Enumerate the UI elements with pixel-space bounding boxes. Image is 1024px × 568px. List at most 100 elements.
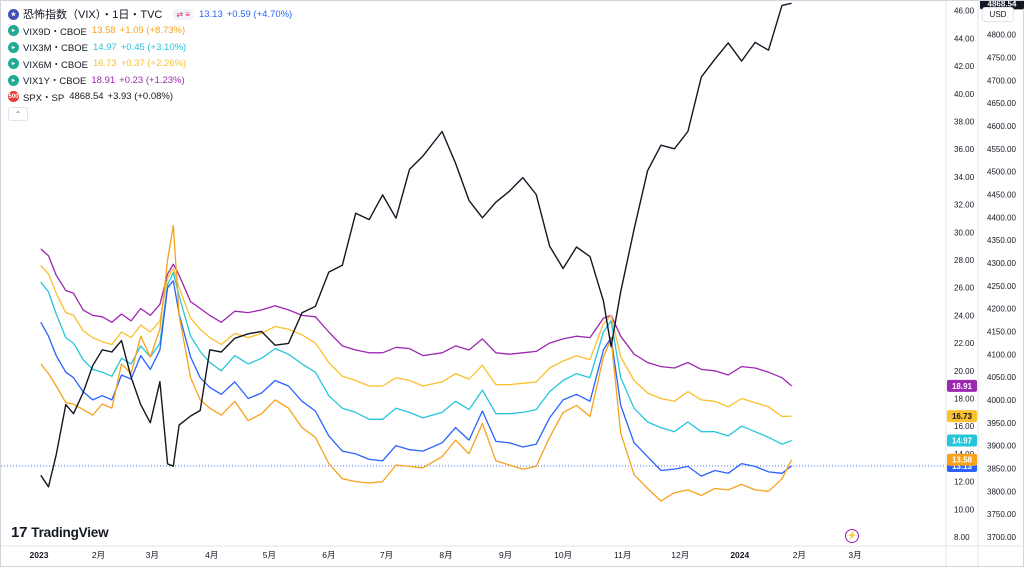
y-left-tick-label: 24.00 [954,311,975,320]
y-right-tick-label: 4050.00 [987,373,1016,382]
y-right-tick-label: 4500.00 [987,168,1016,177]
last-value-label: 16.73 [952,412,973,421]
legend-series-change: +0.23 (+1.23%) [119,74,185,86]
y-right-tick-label: 4300.00 [987,259,1016,268]
x-tick-label: 3月 [146,550,159,560]
legend-series-change: +0.45 (+3.10%) [120,41,187,53]
y-left-tick-label: 28.00 [954,256,975,265]
compare-toggle-button[interactable]: ⇄ ≡ [173,8,193,20]
y-right-tick-label: 4000.00 [987,396,1016,405]
y-left-tick-label: 34.00 [954,173,975,182]
y-left-tick-label: 12.00 [954,478,975,487]
y-left-tick-label: 20.00 [954,367,975,376]
series-line [40,224,793,502]
y-right-tick-label: 3900.00 [987,442,1016,451]
y-right-tick-label: 4250.00 [987,282,1016,291]
x-tick-label: 7月 [380,550,393,560]
last-value-tag [947,410,977,423]
legend-series-name: SPX・SP [23,92,65,104]
legend-series-value: 4868.54 [69,91,104,103]
series-line [40,271,792,445]
collapse-legend-button[interactable]: ⌃ [8,107,28,121]
x-tick-label: 2024 [730,550,749,560]
x-tick-label: 10月 [554,550,572,560]
tradingview-logo-icon: 17 [11,524,28,541]
y-right-tick-label: 4750.00 [987,53,1016,62]
series-line [40,2,792,488]
y-right-tick-label: 3850.00 [987,464,1016,473]
x-tick-label: 2023 [30,550,49,560]
y-left-tick-label: 36.00 [954,145,975,154]
last-value-label: 13.13 [952,462,973,471]
y-right-tick-label: 4400.00 [987,213,1016,222]
y-left-tick-label: 10.00 [954,505,975,514]
x-tick-label: 9月 [499,550,512,560]
legend-row-series: ▸ VIX9D・CBOE 13.58 +1.09 (+8.73%) [8,23,296,40]
y-left-tick-label: 30.00 [954,228,975,237]
y-right-tick-label: 4650.00 [987,99,1016,108]
legend-main-change: +0.59 (+4.70%) [226,8,293,20]
series-line [40,280,792,477]
legend-row-series: ▸ VIX3M・CBOE 14.97 +0.45 (+3.10%) [8,39,296,56]
y-left-tick-label: 26.00 [954,284,975,293]
y-right-tick-label: 4150.00 [987,327,1016,336]
last-value-tag [947,453,977,466]
last-value-label: 13.58 [952,456,973,465]
y-left-tick-label: 16.00 [954,422,975,431]
series-line [40,248,793,387]
visibility-toggle-icon[interactable]: ▸ [8,74,19,86]
y-right-tick-label: 4200.00 [987,305,1016,314]
y-right-tick-label: 4800.00 [987,31,1016,40]
x-tick-label: 11月 [614,550,631,560]
y-left-tick-label: 42.00 [954,62,975,71]
visibility-toggle-icon[interactable]: ▸ [8,41,19,53]
legend-series-list: ▸ VIX9D・CBOE 13.58 +1.09 (+8.73%) ▸ VIX3M・CBO… [8,23,296,106]
flash-icon[interactable]: ⚡ [845,529,859,543]
y-left-tick-label: 18.00 [954,395,975,404]
legend-series-change: +0.37 (+2.26%) [120,58,187,70]
y-right-tick-label: 3950.00 [987,419,1016,428]
last-value-tag [947,379,977,392]
visibility-toggle-icon[interactable]: ▸ [8,58,19,70]
y-left-tick-label: 46.00 [954,7,975,16]
x-tick-label: 8月 [439,550,452,560]
legend-series-name: VIX1Y・CBOE [23,76,87,88]
legend-series-value: 13.58 [91,25,116,37]
last-value-tag [947,434,977,447]
legend-row-series: ▸ VIX1Y・CBOE 18.91 +0.23 (+1.23%) [8,72,296,89]
y-left-tick-label: 32.00 [954,201,975,210]
y-right-tick-label: 4100.00 [987,350,1016,359]
legend-main-value: 13.13 [198,8,223,20]
y-right-tick-label: 3800.00 [987,487,1016,496]
legend-series-name: VIX3M・CBOE [23,43,88,55]
y-left-tick-label: 44.00 [954,34,975,43]
x-tick-label: 2月 [793,550,806,560]
y-right-tick-label: 4600.00 [987,122,1016,131]
us-flag-icon: ★ [8,8,19,20]
last-value-label: 18.91 [952,382,973,391]
currency-selector[interactable]: USD [982,7,1014,22]
y-left-tick-label: 22.00 [954,339,975,348]
legend-series-value: 18.91 [91,74,116,86]
legend-series-value: 16.73 [92,58,117,70]
x-tick-label: 2月 [92,550,105,560]
y-left-tick-label: 40.00 [954,90,975,99]
x-tick-label: 4月 [205,550,218,560]
last-value-label: 4868.54 [988,1,1017,8]
x-tick-label: 5月 [263,550,276,560]
tradingview-logo-text: TradingView [31,525,109,540]
x-tick-label: 12月 [671,550,689,560]
y-left-tick-label: 8.00 [954,533,970,542]
y-right-tick-label: 3750.00 [987,510,1016,519]
legend-row-series: 500 SPX・SP 4868.54 +3.93 (+0.08%) [8,89,296,106]
legend-series-value: 14.97 [92,41,117,53]
legend-main-name: 恐怖指数（VIX）・1日・TVC [23,9,163,22]
sp500-icon[interactable]: 500 [8,91,19,103]
y-right-tick-label: 4700.00 [987,76,1016,85]
legend-row-series: ▸ VIX6M・CBOE 16.73 +0.37 (+2.26%) [8,56,296,73]
visibility-toggle-icon[interactable]: ▸ [8,25,19,37]
legend-series-name: VIX9D・CBOE [23,26,87,38]
legend-row-main: ★ 恐怖指数（VIX）・1日・TVC ⇄ ≡ 13.13 +0.59 (+4.7… [8,6,296,23]
